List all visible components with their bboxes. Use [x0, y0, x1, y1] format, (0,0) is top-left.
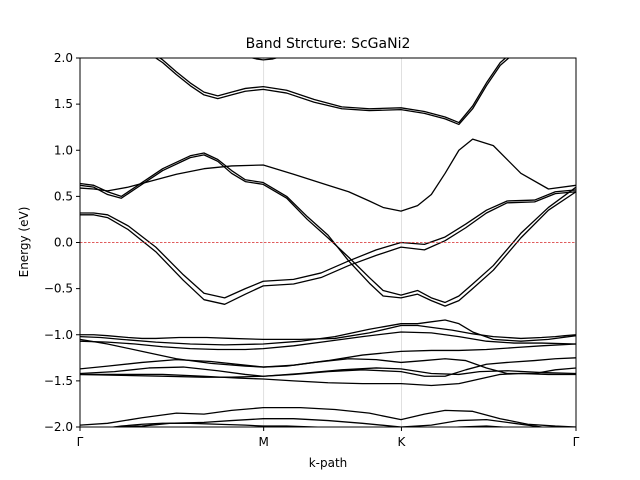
band-2: [80, 331, 576, 351]
band-5: [80, 357, 576, 377]
band-7: [80, 367, 576, 378]
y-tick-label: 1.0: [54, 143, 73, 157]
band-lines: [80, 58, 576, 427]
y-tick-label: 1.5: [54, 97, 73, 111]
y-axis-ticks: 2.0 1.5 1.0 0.5 0.0 −0.5 −1.0 −1.5 −2.0: [44, 51, 80, 434]
band-8: [80, 406, 576, 427]
band-18: [250, 58, 279, 61]
band-17: [158, 58, 507, 124]
y-tick-label: 2.0: [54, 51, 73, 65]
y-axis-label: Energy (eV): [17, 207, 31, 278]
y-tick-label: −0.5: [44, 282, 73, 296]
x-tick-label: K: [397, 435, 406, 449]
band-14: [80, 154, 576, 304]
y-tick-label: 0.5: [54, 189, 73, 203]
x-axis-label: k-path: [309, 456, 348, 470]
band-15: [80, 152, 576, 307]
x-tick-label: M: [258, 435, 268, 449]
x-tick-label: Γ: [77, 435, 84, 449]
x-tick-label: Γ: [573, 435, 580, 449]
chart-title: Band Strcture: ScGaNi2: [246, 36, 411, 52]
band-1: [80, 319, 576, 346]
band-0: [80, 324, 576, 341]
band-9: [102, 418, 554, 427]
band-4: [80, 358, 576, 375]
y-tick-label: −2.0: [44, 420, 73, 434]
band-11: [80, 189, 576, 299]
y-tick-label: −1.0: [44, 328, 73, 342]
band-12: [80, 191, 576, 305]
y-tick-label: 0.0: [54, 236, 73, 250]
band-6: [80, 372, 576, 387]
band-16: [154, 58, 510, 126]
y-tick-label: −1.5: [44, 374, 73, 388]
